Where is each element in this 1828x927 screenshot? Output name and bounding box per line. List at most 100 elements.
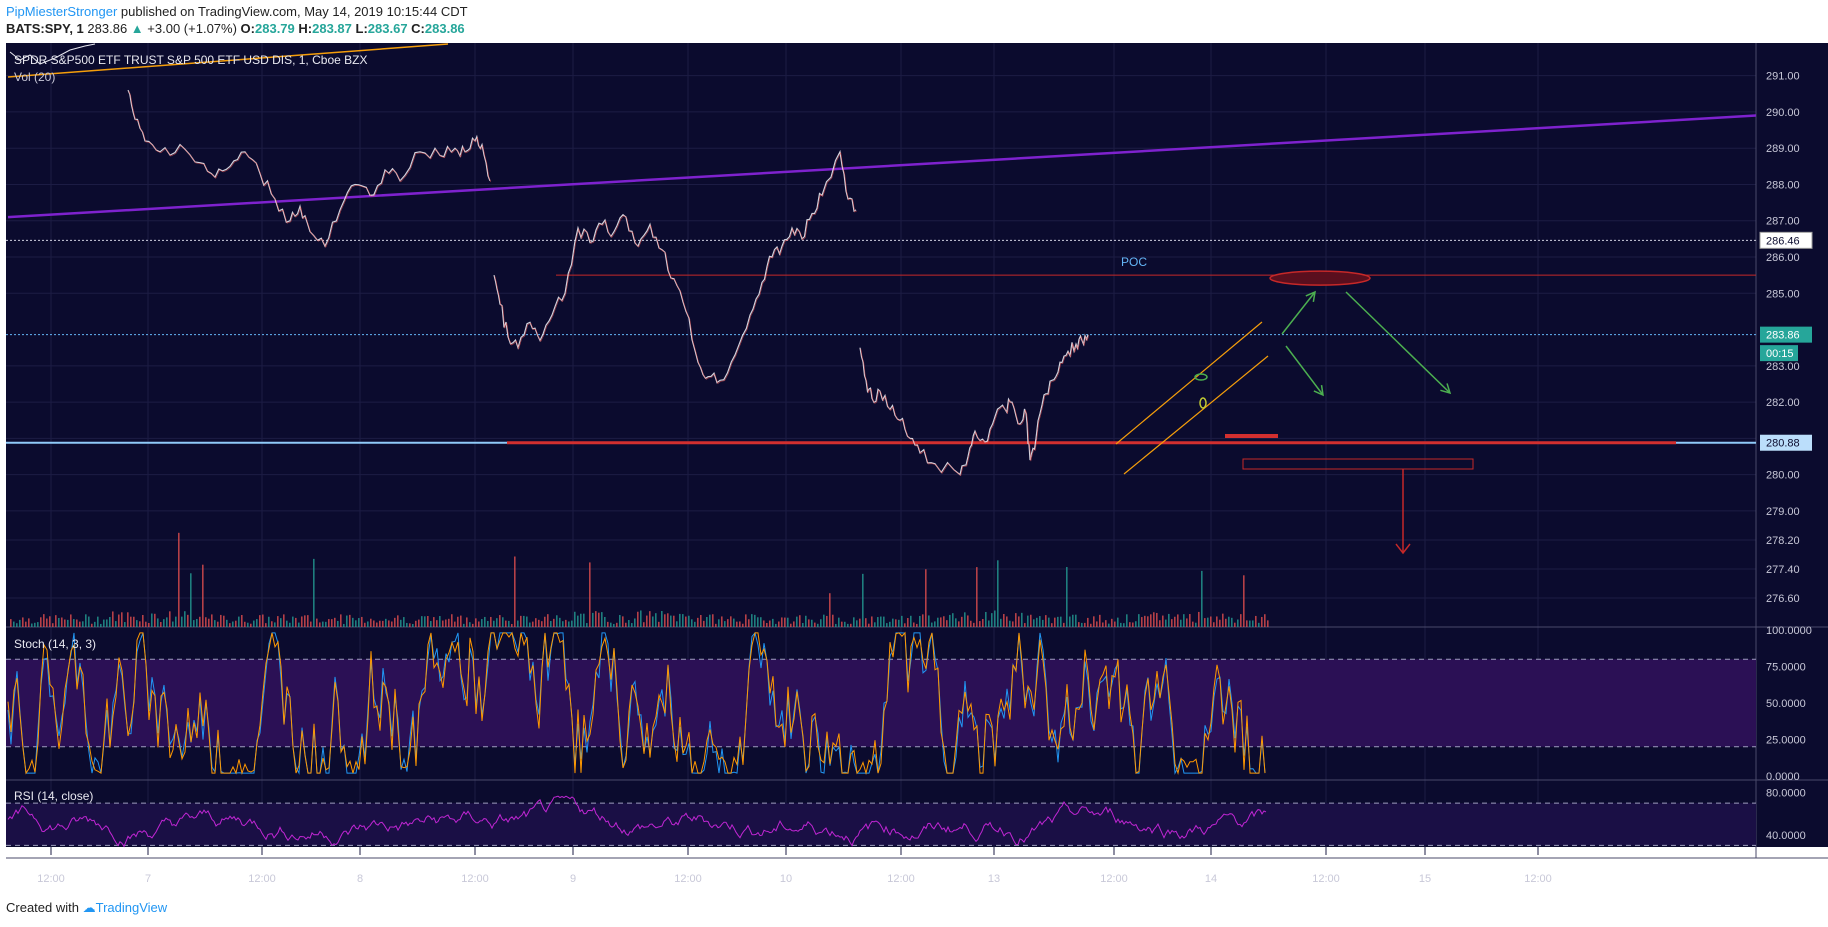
x-tick-label: 9 xyxy=(570,873,576,885)
volume-bar xyxy=(220,614,222,627)
volume-bar xyxy=(136,620,138,627)
volume-bar xyxy=(397,615,399,627)
volume-bar xyxy=(1021,612,1023,627)
volume-bar xyxy=(1087,617,1089,627)
price-series-shadow-1 xyxy=(494,151,857,385)
volume-bar xyxy=(43,614,45,627)
volume-bar xyxy=(1045,615,1047,627)
volume-bar xyxy=(943,616,945,627)
low-label: L: xyxy=(355,21,368,36)
volume-bar xyxy=(706,616,708,627)
volume-bar xyxy=(265,623,267,627)
volume-bar xyxy=(412,623,414,627)
volume-bar xyxy=(343,623,345,627)
volume-bar xyxy=(445,619,447,627)
volume-bar xyxy=(145,621,147,627)
volume-bar xyxy=(478,621,480,627)
volume-bar xyxy=(805,615,807,627)
volume-bar xyxy=(307,615,309,627)
green-marker xyxy=(1194,373,1208,381)
volume-bar xyxy=(1039,616,1041,627)
volume-bar xyxy=(883,616,885,627)
volume-bar xyxy=(1081,622,1083,627)
channel-lower xyxy=(1123,355,1269,475)
volume-bar xyxy=(469,622,471,627)
volume-bar xyxy=(1222,613,1224,627)
volume-bar xyxy=(304,615,306,627)
volume-bar xyxy=(127,612,129,627)
volume-bar xyxy=(1090,623,1092,627)
volume-bar xyxy=(973,622,975,627)
open-value: 283.79 xyxy=(255,21,295,36)
volume-bar xyxy=(373,620,375,627)
volume-bar xyxy=(712,614,714,627)
volume-bar xyxy=(1105,620,1107,627)
volume-bar xyxy=(871,616,873,627)
volume-bar xyxy=(352,617,354,627)
volume-bar xyxy=(1186,618,1188,627)
volume-bar xyxy=(937,617,939,627)
volume-bar xyxy=(961,616,963,627)
x-tick-label: 12:00 xyxy=(37,873,65,885)
volume-bar xyxy=(724,621,726,627)
volume-bar xyxy=(76,619,78,627)
purple-trendline xyxy=(7,114,1757,219)
stoch-tick-label: 50.0000 xyxy=(1766,698,1806,710)
volume-bar xyxy=(1063,622,1065,627)
volume-bar xyxy=(955,618,957,627)
volume-bar xyxy=(1060,616,1062,627)
volume-bar xyxy=(661,611,663,627)
y-tick-label: 288.00 xyxy=(1766,179,1800,191)
volume-bar xyxy=(586,623,588,627)
volume-bar xyxy=(1258,622,1260,627)
volume-bar xyxy=(487,620,489,627)
volume-bar xyxy=(1237,619,1239,627)
created-with-text: Created with xyxy=(6,900,79,915)
tradingview-logo[interactable]: ☁TradingView xyxy=(83,900,168,915)
publish-line: PipMiesterStronger published on TradingV… xyxy=(6,4,468,19)
volume-bar xyxy=(784,617,786,627)
volume-bar xyxy=(1168,613,1170,627)
volume-bar xyxy=(1144,615,1146,627)
volume-bar xyxy=(703,620,705,627)
volume-bar xyxy=(760,617,762,627)
y-tick-label: 289.00 xyxy=(1766,143,1800,155)
volume-bar xyxy=(391,621,393,627)
last-price: 283.86 xyxy=(87,21,128,36)
high-value: 283.87 xyxy=(312,21,352,36)
volume-bar xyxy=(616,622,618,627)
poc-ellipse xyxy=(1269,270,1371,286)
price-marker-box xyxy=(1759,231,1813,249)
volume-bar xyxy=(37,622,39,627)
volume-bar xyxy=(415,620,417,627)
volume-bar xyxy=(775,623,777,627)
volume-bar xyxy=(253,620,255,627)
volume-bar xyxy=(601,612,603,627)
volume-bar xyxy=(1174,616,1176,627)
volume-bar xyxy=(544,616,546,627)
orange-trendline xyxy=(7,43,449,78)
volume-bar xyxy=(991,613,993,627)
chart-title: SPDR S&P500 ETF TRUST S&P 500 ETF USD DI… xyxy=(14,53,367,67)
x-tick-label: 12:00 xyxy=(461,873,489,885)
price-chart[interactable]: 12:00 7 12:00 8 12:00 9 12:00 10 12:00 13 12:00 14 1… xyxy=(0,0,1828,895)
volume-bar xyxy=(103,619,105,627)
stoch-d-line xyxy=(7,631,1266,776)
price-marker-label: 283.86 xyxy=(1766,330,1800,342)
volume-bar xyxy=(268,616,270,627)
volume-bar xyxy=(850,623,852,627)
volume-bar xyxy=(205,617,207,627)
volume-bar xyxy=(814,622,816,627)
author-link[interactable]: PipMiesterStronger xyxy=(6,4,118,19)
rsi-label: RSI (14, close) xyxy=(14,789,93,803)
volume-bar xyxy=(1066,566,1068,627)
volume-bar xyxy=(1255,615,1257,627)
volume-bar xyxy=(1078,622,1080,627)
volume-bar xyxy=(619,614,621,627)
volume-bar xyxy=(217,621,219,627)
volume-bar xyxy=(1093,616,1095,627)
volume-bar xyxy=(1126,614,1128,627)
volume-bar xyxy=(1195,622,1197,627)
volume-bar xyxy=(694,621,696,627)
volume-bar xyxy=(406,622,408,627)
